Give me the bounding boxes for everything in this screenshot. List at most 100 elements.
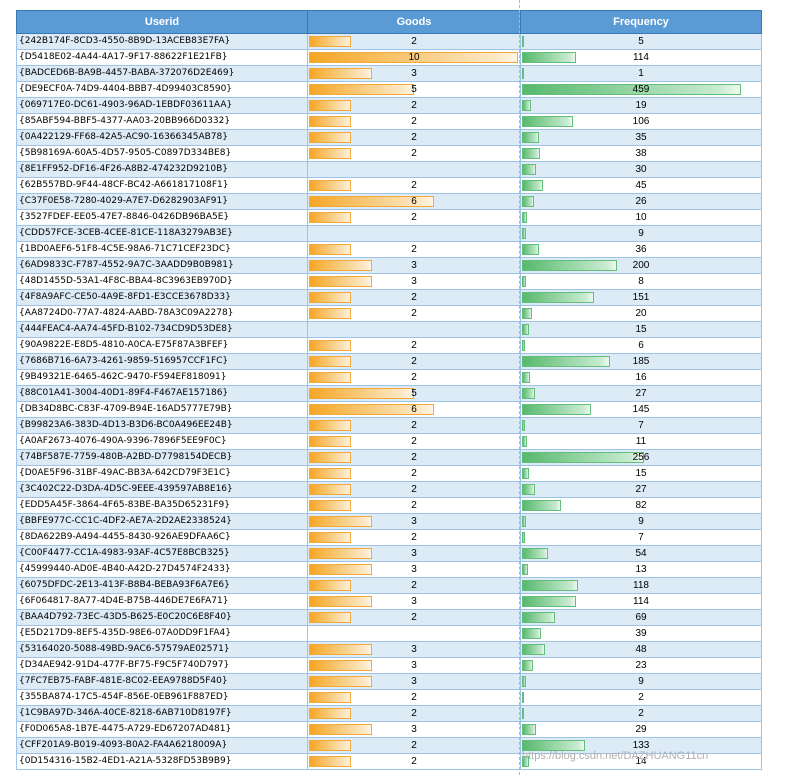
cell-userid[interactable]: {EDD5A45F-3864-4F65-83BE-BA35D65231F9}	[16, 497, 308, 514]
cell-userid[interactable]: {1BD0AEF6-51F8-4C5E-98A6-71C71CEF23DC}	[16, 241, 308, 258]
cell-goods[interactable]	[307, 625, 521, 642]
table-row[interactable]: {48D1455D-53A1-4F8C-BBA4-8C3963EB970D} 3 8	[16, 273, 762, 290]
cell-userid[interactable]: {CDD57FCE-3CEB-4CEE-81CE-118A3279AB3E}	[16, 225, 308, 242]
table-row[interactable]: {6075DFDC-2E13-413F-B8B4-BEBA93F6A7E6} 2 1…	[16, 577, 762, 594]
cell-frequency[interactable]: 8	[520, 273, 762, 290]
cell-frequency[interactable]: 27	[520, 481, 762, 498]
cell-frequency[interactable]: 133	[520, 737, 762, 754]
cell-frequency[interactable]: 15	[520, 465, 762, 482]
cell-userid[interactable]: {BADCED6B-BA9B-4457-BABA-372076D2E469}	[16, 65, 308, 82]
cell-userid[interactable]: {CFF201A9-B019-4093-B0A2-FA4A6218009A}	[16, 737, 308, 754]
table-row[interactable]: {355BA874-17C5-454F-856E-0EB961F887ED} 2 2	[16, 689, 762, 706]
cell-frequency[interactable]: 15	[520, 321, 762, 338]
cell-userid[interactable]: {D5418E02-4A44-4A17-9F17-88622F1E21FB}	[16, 49, 308, 66]
cell-userid[interactable]: {8E1FF952-DF16-4F26-A8B2-474232D9210B}	[16, 161, 308, 178]
table-row[interactable]: {85ABF594-BBF5-4377-AA03-20BB966D0332} 2 1…	[16, 113, 762, 130]
cell-goods[interactable]: 3	[307, 657, 521, 674]
cell-userid[interactable]: {6075DFDC-2E13-413F-B8B4-BEBA93F6A7E6}	[16, 577, 308, 594]
cell-goods[interactable]: 2	[307, 97, 521, 114]
table-row[interactable]: {5B98169A-60A5-4D57-9505-C0897D334BE8} 2 3…	[16, 145, 762, 162]
cell-userid[interactable]: {53164020-5088-49BD-9AC6-57579AE02571}	[16, 641, 308, 658]
table-row[interactable]: {1C9BA97D-346A-40CE-8218-6AB710D8197F} 2 2	[16, 705, 762, 722]
cell-goods[interactable]: 2	[307, 753, 521, 770]
cell-goods[interactable]: 2	[307, 113, 521, 130]
table-row[interactable]: {BBFE977C-CC1C-4DF2-AE7A-2D2AE2338524} 3 9	[16, 513, 762, 530]
cell-userid[interactable]: {0D154316-15B2-4ED1-A21A-5328FD53B9B9}	[16, 753, 308, 770]
cell-userid[interactable]: {4F8A9AFC-CE50-4A9E-8FD1-E3CCE3678D33}	[16, 289, 308, 306]
cell-goods[interactable]: 2	[307, 417, 521, 434]
table-row[interactable]: {069717E0-DC61-4903-96AD-1EBDF03611AA} 2 1…	[16, 97, 762, 114]
table-row[interactable]: {EDD5A45F-3864-4F65-83BE-BA35D65231F9} 2 8…	[16, 497, 762, 514]
cell-userid[interactable]: {3527FDEF-EE05-47E7-8846-0426DB96BA5E}	[16, 209, 308, 226]
table-row[interactable]: {88C01A41-3004-40D1-89F4-F467AE157186} 5 2…	[16, 385, 762, 402]
table-row[interactable]: {7FC7EB75-FABF-481E-8C02-EEA9788D5F40} 3 9	[16, 673, 762, 690]
cell-userid[interactable]: {48D1455D-53A1-4F8C-BBA4-8C3963EB970D}	[16, 273, 308, 290]
table-row[interactable]: {3527FDEF-EE05-47E7-8846-0426DB96BA5E} 2 1…	[16, 209, 762, 226]
cell-frequency[interactable]: 256	[520, 449, 762, 466]
cell-frequency[interactable]: 36	[520, 241, 762, 258]
cell-frequency[interactable]: 48	[520, 641, 762, 658]
cell-frequency[interactable]: 16	[520, 369, 762, 386]
cell-userid[interactable]: {D34AE942-91D4-477F-BF75-F9C5F740D797}	[16, 657, 308, 674]
cell-goods[interactable]: 2	[307, 737, 521, 754]
cell-goods[interactable]: 2	[307, 209, 521, 226]
table-row[interactable]: {90A9822E-E8D5-4810-A0CA-E75F87A3BFEF} 2 6	[16, 337, 762, 354]
cell-goods[interactable]: 2	[307, 129, 521, 146]
table-row[interactable]: {3C402C22-D3DA-4D5C-9EEE-439597AB8E16} 2 2…	[16, 481, 762, 498]
table-row[interactable]: {62B557BD-9F44-48CF-BC42-A661817108F1} 2 4…	[16, 177, 762, 194]
cell-goods[interactable]: 10	[307, 49, 521, 66]
cell-frequency[interactable]: 200	[520, 257, 762, 274]
cell-goods[interactable]: 2	[307, 577, 521, 594]
cell-goods[interactable]: 2	[307, 465, 521, 482]
cell-userid[interactable]: {AA8724D0-77A7-4824-AABD-78A3C09A2278}	[16, 305, 308, 322]
cell-goods[interactable]	[307, 321, 521, 338]
cell-goods[interactable]: 3	[307, 561, 521, 578]
cell-userid[interactable]: {A0AF2673-4076-490A-9396-7896F5EE9F0C}	[16, 433, 308, 450]
cell-frequency[interactable]: 7	[520, 529, 762, 546]
cell-userid[interactable]: {8DA622B9-A494-4455-8430-926AE9DFAA6C}	[16, 529, 308, 546]
cell-frequency[interactable]: 20	[520, 305, 762, 322]
cell-userid[interactable]: {74BF587E-7759-480B-A2BD-D7798154DECB}	[16, 449, 308, 466]
cell-frequency[interactable]: 106	[520, 113, 762, 130]
cell-frequency[interactable]: 54	[520, 545, 762, 562]
table-row[interactable]: {D0AE5F96-31BF-49AC-BB3A-642CD79F3E1C} 2 1…	[16, 465, 762, 482]
table-row[interactable]: {53164020-5088-49BD-9AC6-57579AE02571} 3 4…	[16, 641, 762, 658]
table-row[interactable]: {D34AE942-91D4-477F-BF75-F9C5F740D797} 3 2…	[16, 657, 762, 674]
cell-userid[interactable]: {90A9822E-E8D5-4810-A0CA-E75F87A3BFEF}	[16, 337, 308, 354]
cell-userid[interactable]: {C00F4477-CC1A-4983-93AF-4C57E8BCB325}	[16, 545, 308, 562]
cell-userid[interactable]: {6AD9833C-F787-4552-9A7C-3AADD9B0B981}	[16, 257, 308, 274]
cell-userid[interactable]: {444FEAC4-AA74-45FD-B102-734CD9D53DE8}	[16, 321, 308, 338]
table-row[interactable]: {A0AF2673-4076-490A-9396-7896F5EE9F0C} 2 1…	[16, 433, 762, 450]
cell-goods[interactable]: 2	[307, 449, 521, 466]
cell-frequency[interactable]: 11	[520, 433, 762, 450]
cell-frequency[interactable]: 7	[520, 417, 762, 434]
cell-goods[interactable]: 2	[307, 689, 521, 706]
cell-userid[interactable]: {9B49321E-6465-462C-9470-F594EF818091}	[16, 369, 308, 386]
cell-goods[interactable]: 5	[307, 385, 521, 402]
cell-goods[interactable]: 2	[307, 305, 521, 322]
table-row[interactable]: {D5418E02-4A44-4A17-9F17-88622F1E21FB} 10…	[16, 49, 762, 66]
table-row[interactable]: {DB34D8BC-C83F-4709-B94E-16AD5777E79B} 6 1…	[16, 401, 762, 418]
cell-goods[interactable]: 6	[307, 401, 521, 418]
cell-userid[interactable]: {C37F0E58-7280-4029-A7E7-D6282903AF91}	[16, 193, 308, 210]
table-row[interactable]: {74BF587E-7759-480B-A2BD-D7798154DECB} 2 2…	[16, 449, 762, 466]
cell-goods[interactable]: 2	[307, 177, 521, 194]
cell-frequency[interactable]: 114	[520, 49, 762, 66]
cell-goods[interactable]: 3	[307, 641, 521, 658]
table-row[interactable]: {E5D217D9-8EF5-435D-98E6-07A0DD9F1FA4} 39	[16, 625, 762, 642]
cell-goods[interactable]: 2	[307, 609, 521, 626]
cell-frequency[interactable]: 39	[520, 625, 762, 642]
cell-frequency[interactable]: 2	[520, 705, 762, 722]
cell-frequency[interactable]: 9	[520, 513, 762, 530]
cell-goods[interactable]	[307, 225, 521, 242]
cell-frequency[interactable]: 145	[520, 401, 762, 418]
table-row[interactable]: {0A422129-FF68-42A5-AC90-16366345AB78} 2 3…	[16, 129, 762, 146]
cell-goods[interactable]: 2	[307, 353, 521, 370]
cell-userid[interactable]: {0A422129-FF68-42A5-AC90-16366345AB78}	[16, 129, 308, 146]
cell-goods[interactable]: 3	[307, 545, 521, 562]
table-row[interactable]: {45999440-AD0E-4B40-A42D-27D4574F2433} 3 1…	[16, 561, 762, 578]
cell-frequency[interactable]: 82	[520, 497, 762, 514]
table-row[interactable]: {8E1FF952-DF16-4F26-A8B2-474232D9210B} 30	[16, 161, 762, 178]
cell-goods[interactable]: 6	[307, 193, 521, 210]
cell-goods[interactable]: 2	[307, 481, 521, 498]
